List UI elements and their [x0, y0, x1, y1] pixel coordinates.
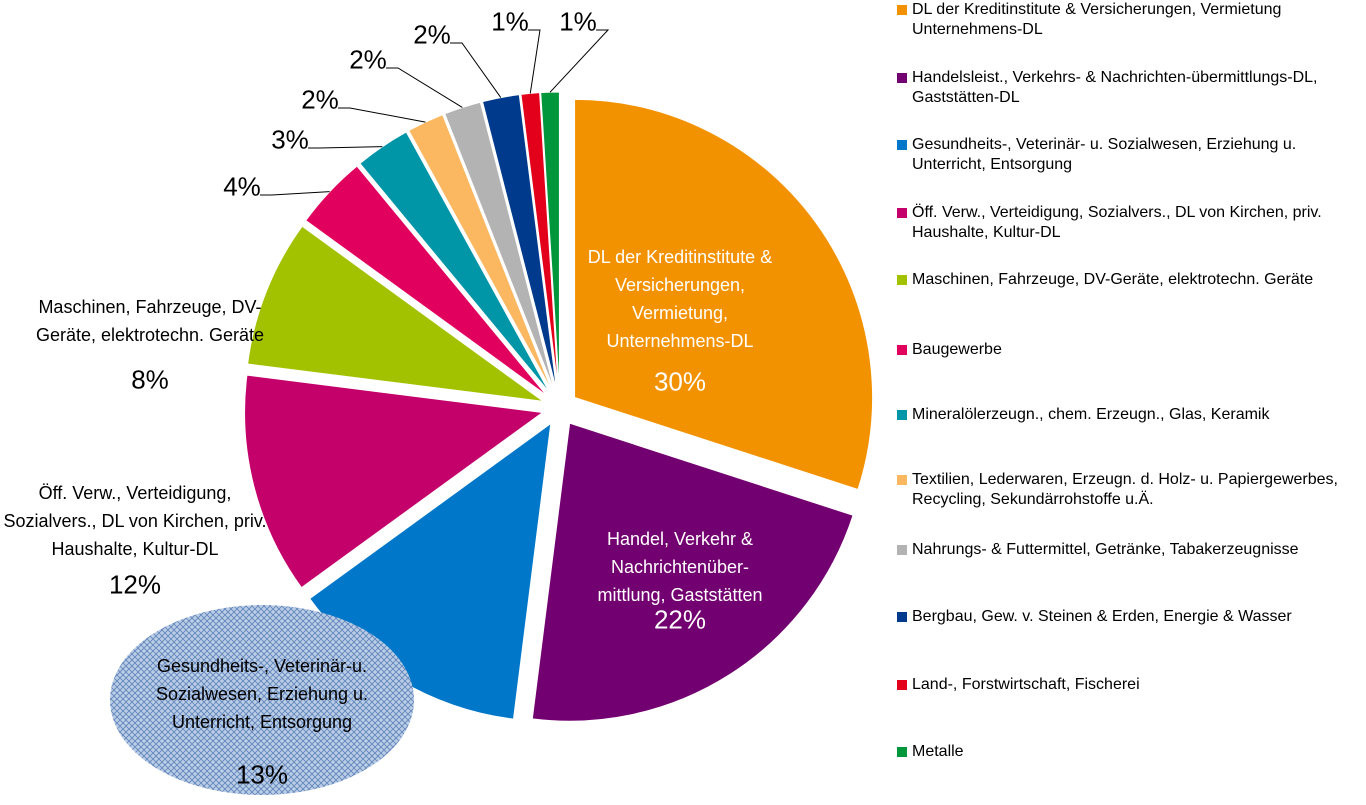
slice-label: Gesundheits-, Veterinär-u. Sozialwesen, …: [155, 656, 369, 732]
value-label: 22%: [653, 604, 707, 635]
value-label: 3%: [271, 124, 309, 155]
legend-swatch: [897, 747, 907, 757]
legend-entry: Mineralölerzeugn., chem. Erzeugn., Glas,…: [912, 406, 1270, 423]
legend-swatch: [897, 612, 907, 622]
value-label: 8%: [131, 364, 169, 395]
legend-entry: DL der Kreditinstitute & Versicherungen,…: [912, 1, 1282, 38]
leader-line: [386, 67, 463, 108]
slice: [531, 422, 854, 722]
leader-line: [450, 42, 502, 98]
slice: [444, 101, 555, 392]
leader-line: [528, 29, 541, 94]
legend-entry: Gesundheits-, Veterinär- u. Sozialwesen,…: [912, 136, 1297, 173]
value-label: 2%: [413, 19, 451, 50]
slice: [520, 92, 559, 391]
leader-line: [308, 146, 383, 149]
value-label: 2%: [349, 44, 387, 75]
legend-entry: Maschinen, Fahrzeuge, DV-Geräte, elektro…: [912, 271, 1314, 288]
slice: [305, 165, 548, 397]
value-label: 1%: [559, 6, 597, 37]
value-label: 13%: [235, 759, 289, 790]
legend-entry: Textilien, Lederwaren, Erzeugn. d. Holz-…: [912, 471, 1338, 508]
highlight-ellipse: [110, 605, 414, 795]
legend-entry: Bergbau, Gew. v. Steinen & Erden, Energi…: [912, 608, 1292, 625]
leader-line: [549, 29, 610, 93]
legend-swatch: [897, 73, 907, 83]
value-label: 2%: [301, 84, 339, 115]
legend-entry: Metalle: [912, 743, 964, 760]
value-label: 12%: [108, 569, 162, 600]
value-label: 1%: [491, 6, 529, 37]
legend-swatch: [897, 140, 907, 150]
legend-swatch: [897, 208, 907, 218]
slice: [481, 94, 558, 391]
legend-swatch: [897, 345, 907, 355]
legend-swatch: [897, 475, 907, 485]
value-label: 30%: [653, 366, 707, 397]
slice-label: DL der Kreditinstitute & Versicherungen,…: [587, 247, 773, 351]
legend-entry: Öff. Verw., Verteidigung, Sozialvers., D…: [912, 204, 1322, 241]
legend-swatch: [897, 545, 907, 555]
legend-entry: Baugewerbe: [912, 341, 1002, 358]
slice-label: Maschinen, Fahrzeuge, DV-Geräte, elektro…: [35, 297, 265, 345]
legend-swatch: [897, 410, 907, 420]
leader-line: [338, 107, 426, 123]
legend-swatch: [897, 5, 907, 15]
legend-swatch: [897, 275, 907, 285]
value-label: 4%: [223, 171, 261, 202]
legend-entry: Land-, Forstwirtschaft, Fischerei: [912, 676, 1140, 693]
leader-line: [260, 191, 330, 196]
slice-label: Handel, Verkehr & Nachrichtenüber-mittlu…: [597, 529, 763, 605]
slice: [574, 98, 874, 491]
slice: [244, 374, 544, 589]
slice: [247, 225, 544, 402]
legend-entry: Handelsleist., Verkehrs- & Nachrichten-ü…: [912, 69, 1318, 106]
legend-swatch: [897, 680, 907, 690]
slice-label: Öff. Verw., Verteidigung, Sozialvers., D…: [3, 483, 267, 559]
legend-entry: Nahrungs- & Futtermittel, Getränke, Taba…: [912, 541, 1299, 558]
